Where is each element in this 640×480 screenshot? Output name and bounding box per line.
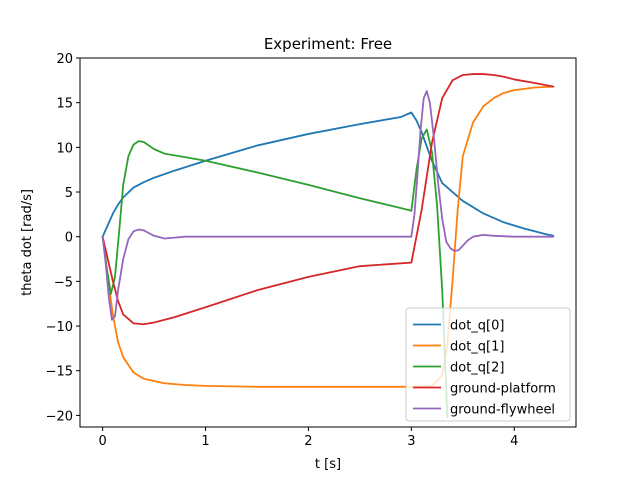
legend-label: dot_q[1] [450,340,504,355]
x-tick-label: 2 [304,434,312,449]
x-axis: 0 1 2 3 4 [98,427,518,449]
plot-frame [79,57,577,428]
x-tick-label: 4 [510,434,518,449]
series-line-3 [101,73,555,326]
y-tick-label: 15 [56,97,73,112]
legend-label: ground-flywheel [450,403,555,418]
y-tick-label: −20 [46,409,73,424]
y-tick-label: 10 [56,141,73,156]
x-tick-label: 3 [407,434,415,449]
x-tick-label: 1 [201,434,209,449]
y-axis-label: theta dot [rad/s] [20,189,35,296]
y-tick-label: 20 [56,52,73,67]
y-tick-label: −15 [46,365,73,380]
y-tick-label: 0 [65,231,73,246]
series-line-2 [101,128,449,419]
x-axis-label: t [s] [315,457,341,472]
y-tick-label: −10 [46,320,73,335]
legend-label: dot_q[2] [450,361,504,376]
y-tick-label: 5 [65,186,73,201]
legend: dot_q[0] dot_q[1] dot_q[2] ground-platform g… [405,307,571,422]
series-line-4 [101,90,555,321]
series-line-0 [101,111,555,238]
legend-box [405,307,571,422]
legend-label: ground-platform [450,382,556,397]
y-tick-label: −5 [54,275,73,290]
x-tick-label: 0 [98,434,106,449]
legend-label: dot_q[0] [450,319,504,334]
chart-title: Experiment: Free [264,35,392,53]
y-axis: −20 −15 −10 −5 0 5 10 15 20 [46,52,80,424]
